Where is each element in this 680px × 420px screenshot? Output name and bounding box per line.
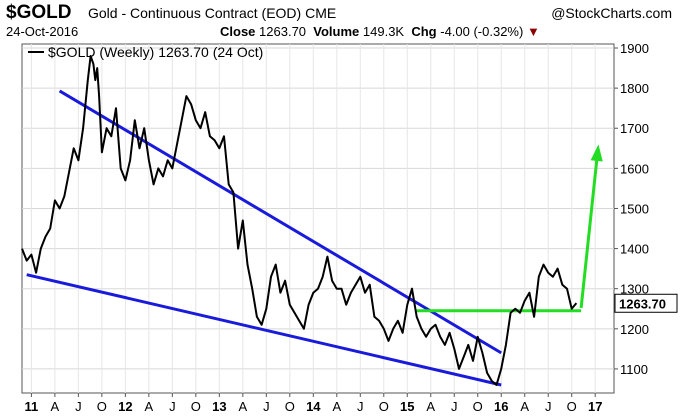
x-tick-label: 15 bbox=[400, 399, 414, 414]
x-tick-label: J bbox=[169, 399, 176, 414]
y-tick-label: 1300 bbox=[620, 282, 649, 297]
price-line bbox=[21, 55, 578, 386]
y-tick-label: 1100 bbox=[620, 362, 648, 377]
x-tick-label: O bbox=[567, 399, 577, 414]
y-tick-label: 1700 bbox=[620, 121, 649, 136]
plot-area bbox=[21, 43, 615, 394]
legend-label: $GOLD (Weekly) 1263.70 (24 Oct) bbox=[48, 44, 263, 60]
last-value-box bbox=[614, 293, 678, 313]
y-tick-label: 1200 bbox=[620, 322, 649, 337]
x-tick-label: 11 bbox=[25, 399, 39, 414]
x-tick-label: J bbox=[357, 399, 364, 414]
close-value: 1263.70 bbox=[259, 24, 307, 39]
description-text: Gold - Continuous Contract (EOD) bbox=[88, 5, 302, 21]
y-tick-label: 1600 bbox=[620, 161, 649, 176]
x-tick-label: 13 bbox=[212, 399, 226, 414]
x-tick-label: J bbox=[263, 399, 270, 414]
x-tick-label: O bbox=[97, 399, 107, 414]
x-tick-label: O bbox=[191, 399, 201, 414]
last-value-label: 1263.70 bbox=[619, 296, 666, 311]
chg-value: -4.00 (-0.32%) bbox=[440, 24, 524, 39]
x-tick-label: J bbox=[451, 399, 458, 414]
symbol-description: Gold - Continuous Contract (EOD) CME bbox=[88, 5, 336, 21]
arrow-head bbox=[590, 144, 603, 162]
y-tick-label: 1800 bbox=[620, 81, 649, 96]
y-tick-label: 1400 bbox=[620, 242, 649, 257]
quote-stats: Close 1263.70 Volume 149.3K Chg -4.00 (-… bbox=[220, 24, 540, 39]
x-tick-label: 17 bbox=[588, 399, 602, 414]
x-tick-label: O bbox=[379, 399, 389, 414]
trendline bbox=[579, 148, 600, 309]
y-tick-label: 1900 bbox=[620, 41, 649, 56]
volume-label: Volume bbox=[313, 24, 360, 39]
x-tick-label: A bbox=[51, 399, 60, 414]
x-tick-label: 16 bbox=[494, 399, 508, 414]
close-label: Close bbox=[220, 24, 256, 39]
y-tick-label: 1500 bbox=[620, 201, 649, 216]
brand-link[interactable]: @StockCharts.com bbox=[551, 5, 672, 21]
symbol: $GOLD bbox=[6, 2, 72, 23]
x-tick-label: A bbox=[520, 399, 529, 414]
x-tick-label: 12 bbox=[118, 399, 132, 414]
chart-header: $GOLD Gold - Continuous Contract (EOD) C… bbox=[0, 0, 680, 42]
quote-date: 24-Oct-2016 bbox=[6, 24, 79, 39]
exchange: CME bbox=[305, 5, 337, 21]
x-tick-label: J bbox=[75, 399, 82, 414]
x-tick-label: A bbox=[145, 399, 154, 414]
x-tick-label: A bbox=[238, 399, 247, 414]
x-tick-label: O bbox=[473, 399, 483, 414]
trendline bbox=[26, 273, 502, 387]
x-tick-label: A bbox=[426, 399, 435, 414]
x-tick-label: 14 bbox=[306, 399, 321, 414]
down-triangle-icon: ▼ bbox=[526, 24, 540, 39]
chg-label: Chg bbox=[411, 24, 437, 39]
x-tick-label: A bbox=[332, 399, 341, 414]
volume-value: 149.3K bbox=[362, 24, 405, 39]
x-tick-label: J bbox=[545, 399, 552, 414]
x-tick-label: O bbox=[285, 399, 295, 414]
